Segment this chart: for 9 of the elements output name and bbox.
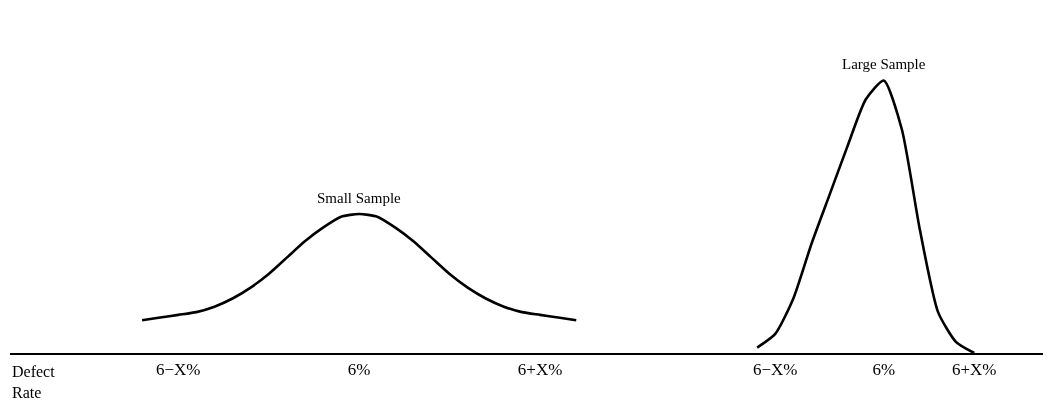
x-tick-label: 6%: [872, 360, 896, 380]
x-axis-title: Defect Rate: [12, 363, 56, 401]
x-tick-label: 6−X%: [155, 360, 201, 380]
x-tick-label: 6−X%: [752, 360, 798, 380]
x-tick-label: 6%: [347, 360, 371, 380]
x-tick-label: 6+X%: [517, 360, 563, 380]
x-tick-label: 6+X%: [951, 360, 997, 380]
series-label: Small Sample: [317, 190, 402, 206]
series-label: Large Sample: [842, 56, 926, 72]
